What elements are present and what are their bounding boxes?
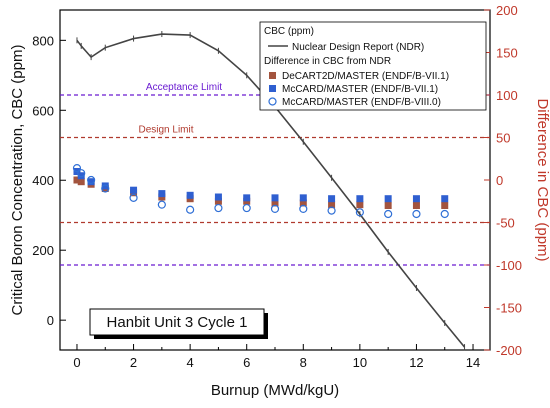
x-tick-label: 4 (187, 355, 194, 370)
series-2-point (271, 194, 279, 202)
series-3-point (214, 203, 223, 213)
legend-mccard-viii-swatch (268, 97, 277, 106)
y-right-tick-label: 50 (496, 131, 510, 146)
series-2-point (87, 178, 95, 186)
acceptance-limit-label: Acceptance Limit (146, 82, 222, 93)
legend-entry-ndr: Nuclear Design Report (NDR) (292, 42, 424, 53)
series-3-point (299, 204, 308, 213)
legend-mccard-vii-swatch (269, 85, 276, 92)
x-tick-label: 2 (130, 355, 137, 370)
x-tick-label: 10 (353, 355, 367, 370)
y-left-tick-label: 600 (32, 103, 54, 118)
series-3-point (186, 205, 195, 214)
annotation-box (89, 308, 265, 336)
legend-entry-mccard-vii: McCARD/MASTER (ENDF/B-VII.1) (282, 84, 438, 95)
series-1-point (214, 197, 222, 205)
series-2-point (384, 195, 392, 203)
y-right-tick-label: -200 (496, 343, 522, 358)
annotation-text: Hanbit Unit 3 Cycle 1 (107, 314, 248, 331)
series-1-point (77, 178, 85, 186)
series-2-point (158, 190, 166, 198)
x-tick-label: 12 (409, 355, 423, 370)
reference-lines (60, 94, 490, 266)
series-3-point (412, 209, 421, 219)
y-left-tick-label: 800 (32, 33, 54, 48)
y-left-tick-label: 0 (47, 313, 54, 328)
series-3-point (157, 200, 166, 209)
series-3-point (327, 206, 336, 215)
series-1-point (73, 176, 81, 184)
legend: CBC (ppm) Nuclear Design Report (NDR) Di… (259, 21, 487, 111)
series-3-point (355, 208, 364, 217)
series-3-point (77, 169, 86, 178)
series-3-point (129, 193, 138, 202)
legend-entry-mccard-viii: McCARD/MASTER (ENDF/B-VIII.0) (282, 97, 441, 108)
series-3-point (270, 204, 280, 213)
y-right-tick-label: -100 (496, 258, 522, 273)
y-right-tick-label: 100 (496, 88, 518, 103)
legend-box (259, 21, 487, 111)
y-right-tick-label: 150 (496, 46, 518, 61)
series-3-point (101, 184, 110, 193)
legend-decart-swatch (269, 72, 276, 79)
y-left-tick-label: 200 (32, 243, 54, 258)
y-axis-left-title: Critical Boron Concentration, CBC (ppm) (9, 45, 26, 316)
x-tick-label: 8 (300, 355, 307, 370)
series-2-point (412, 195, 420, 203)
series-2-point (299, 194, 307, 202)
x-tick-label: 0 (73, 355, 80, 370)
y-axis-right-title: Difference in CBC (ppm) (534, 98, 550, 261)
series-3-point (72, 164, 82, 173)
series-2-point (101, 182, 109, 190)
y-right-tick-label: 200 (496, 3, 518, 18)
legend-header-difference: Difference in CBC from NDR (264, 56, 391, 67)
x-tick-label: 14 (466, 355, 480, 370)
legend-entry-decart: DeCART2D/MASTER (ENDF/B-VII.1) (282, 71, 449, 82)
series-1-point (384, 202, 392, 209)
y-right-tick-label: -50 (496, 216, 515, 231)
series-2-point (441, 195, 449, 203)
series-1-point (328, 201, 336, 209)
series-1-point (299, 199, 307, 207)
legend-header-cbc: CBC (ppm) (264, 26, 314, 37)
series-3-point (440, 209, 449, 219)
y-right-tick-label: -150 (496, 301, 522, 316)
series-1-point (412, 202, 420, 209)
series-2-point (77, 172, 85, 180)
series-1-point (271, 199, 279, 207)
series-2-point (186, 191, 194, 199)
series-3-point (242, 203, 251, 213)
series-2-point (214, 193, 222, 201)
x-tick-label: 6 (243, 355, 250, 370)
design-limit-label: Design Limit (138, 125, 193, 136)
axis-ticks: 0 2 4 6 8 10 12 14 0 200 400 600 800 -200 -150 -100 -50 0… (32, 3, 522, 370)
series-2-point (356, 195, 364, 203)
data-marks (72, 31, 466, 351)
series-3-point (87, 175, 96, 185)
series-3-point (384, 209, 393, 219)
series-1-point (356, 201, 364, 209)
y-left-tick-label: 400 (32, 173, 54, 188)
series-2-point (130, 186, 138, 194)
series-2-point (243, 194, 251, 202)
series-1-point (441, 202, 449, 209)
x-axis-title: Burnup (MWd/kgU) (211, 382, 339, 399)
annotation: Hanbit Unit 3 Cycle 1 (89, 308, 268, 339)
series-2-point (328, 195, 336, 203)
y-right-tick-label: 0 (496, 173, 503, 188)
